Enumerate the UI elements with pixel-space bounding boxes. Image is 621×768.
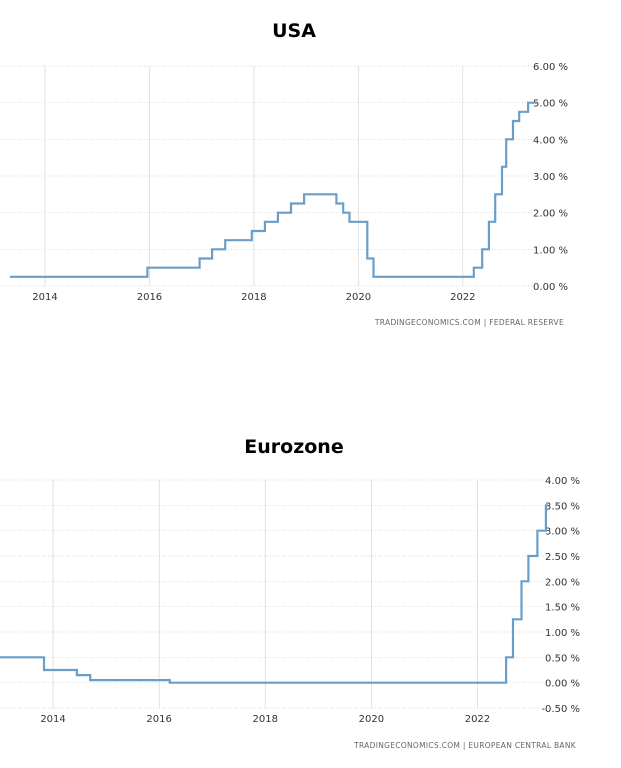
chart-usa: 2014 2016 2018 2020 2022 6.00 % 5.00 % 4.00 % 3… xyxy=(0,62,568,327)
x-tick-label: 2022 xyxy=(465,714,490,725)
x-tick-label: 2018 xyxy=(253,714,278,725)
y-tick-label: 0.50 % xyxy=(545,653,580,664)
y-tick-label: 0.00 % xyxy=(533,282,568,293)
y-tick-label: 3.00 % xyxy=(545,527,580,538)
y-tick-label: 3.00 % xyxy=(533,172,568,183)
y-tick-label: 1.00 % xyxy=(545,628,580,639)
y-tick-label: 1.50 % xyxy=(545,603,580,614)
series-line-eurozone xyxy=(0,504,548,684)
x-tick-label: 2020 xyxy=(346,292,371,303)
y-tick-label: 2.50 % xyxy=(545,552,580,563)
x-tick-label: 2016 xyxy=(137,292,162,303)
chart-source-eurozone: TRADINGECONOMICS.COM | EUROPEAN CENTRAL … xyxy=(353,741,577,750)
y-tick-label: 6.00 % xyxy=(533,62,568,73)
x-tick-label: 2014 xyxy=(40,714,65,725)
x-tick-label: 2018 xyxy=(241,292,266,303)
y-tick-label: 3.50 % xyxy=(545,501,580,512)
y-tick-label: 4.00 % xyxy=(533,135,568,146)
x-tick-label: 2016 xyxy=(146,714,171,725)
x-tick-label: 2022 xyxy=(450,292,475,303)
y-tick-label: 5.00 % xyxy=(533,99,568,110)
x-tick-label: 2014 xyxy=(32,292,57,303)
y-tick-label: 2.00 % xyxy=(533,209,568,220)
y-tick-label: 2.00 % xyxy=(545,577,580,588)
chart-source-usa: TRADINGECONOMICS.COM | FEDERAL RESERVE xyxy=(374,318,564,327)
chart-title-eurozone: Eurozone xyxy=(244,436,344,458)
chart-eurozone: 2014 2016 2018 2020 2022 4.00 % 3.50 % 3.00 % 2… xyxy=(0,476,580,750)
y-tick-label: 4.00 % xyxy=(545,476,580,487)
x-tick-label: 2020 xyxy=(359,714,384,725)
y-tick-label: 1.00 % xyxy=(533,245,568,256)
series-line-usa xyxy=(10,101,537,278)
y-tick-label: -0.50 % xyxy=(541,704,580,715)
y-tick-label: 0.00 % xyxy=(545,679,580,690)
chart-title-usa: USA xyxy=(272,20,316,42)
